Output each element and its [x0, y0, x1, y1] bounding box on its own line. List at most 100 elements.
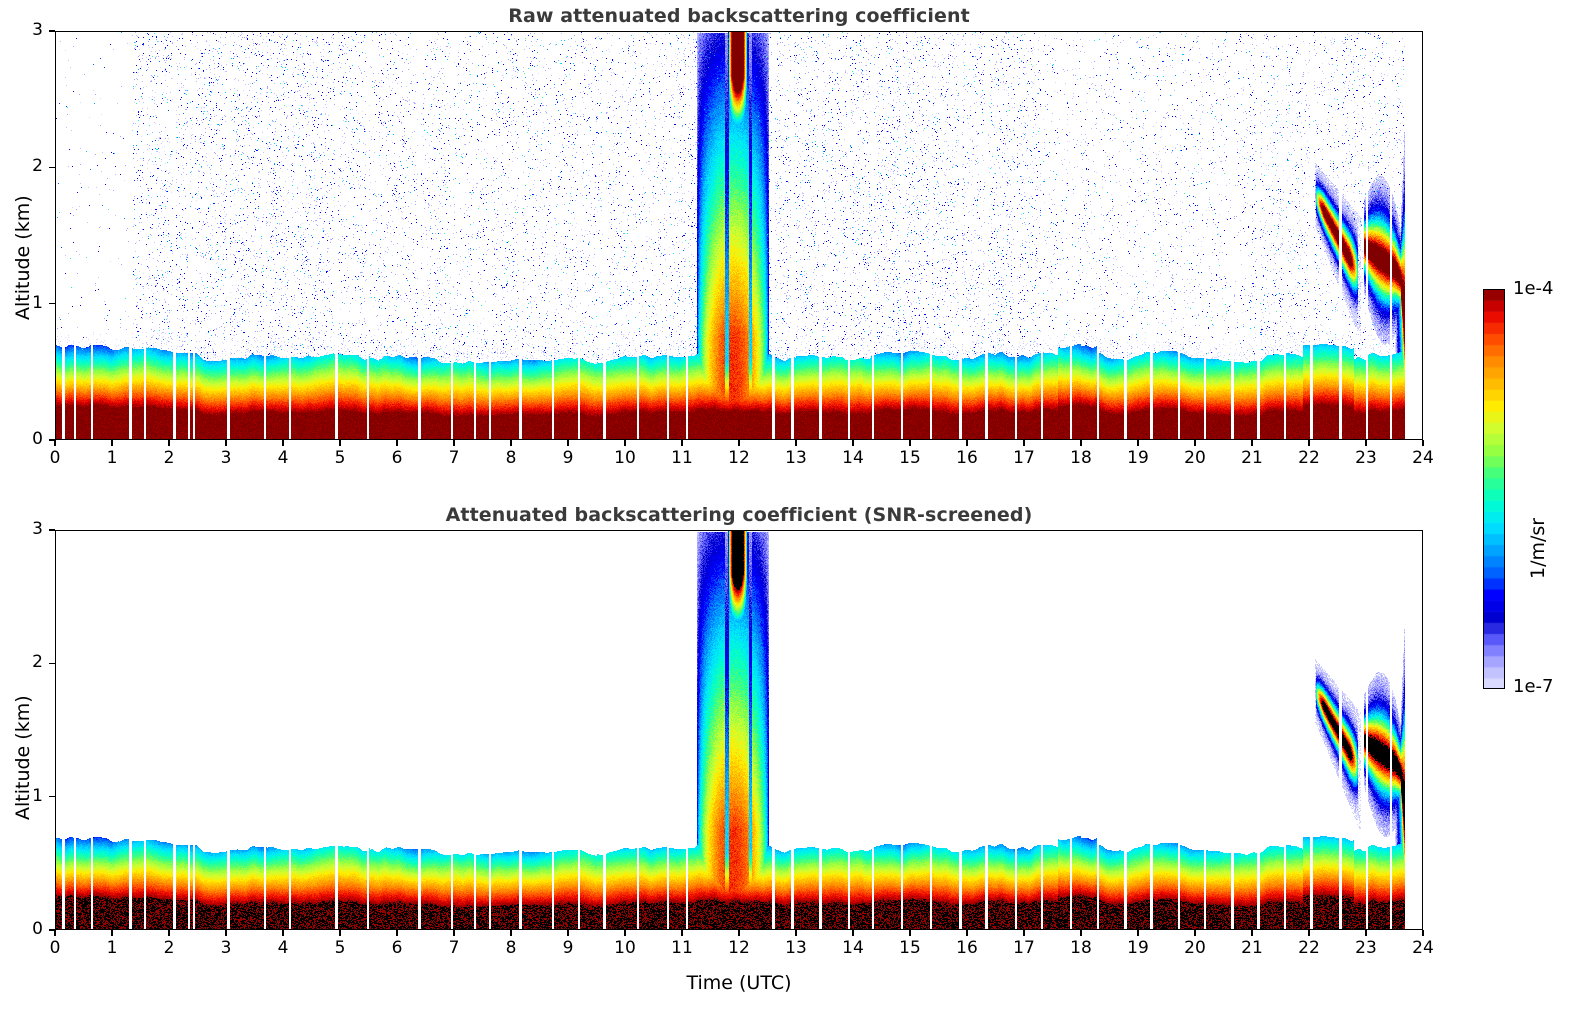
y-tick-mark	[49, 439, 55, 441]
y-tick-label: 1	[32, 292, 43, 313]
y-tick-mark	[49, 929, 55, 931]
x-tick-label: 11	[671, 938, 693, 958]
x-tick-label: 17	[1013, 448, 1035, 468]
x-tick-mark	[1365, 930, 1367, 936]
y-tick-label: 3	[32, 519, 43, 539]
x-tick-mark	[396, 930, 398, 936]
x-tick-label: 16	[956, 938, 978, 958]
x-tick-label: 21	[1241, 938, 1263, 958]
x-tick-label: 6	[391, 938, 403, 958]
x-tick-mark	[1194, 440, 1196, 446]
y-tick-label: 0	[32, 429, 43, 449]
y-tick-label: 2	[32, 652, 43, 673]
colorbar-gradient	[1483, 289, 1505, 689]
x-tick-label: 2	[163, 448, 175, 468]
x-tick-mark	[168, 930, 170, 936]
x-tick-label: 8	[505, 448, 517, 468]
x-tick-mark	[1137, 930, 1139, 936]
x-tick-mark	[624, 930, 626, 936]
y-tick-mark	[49, 795, 55, 798]
x-tick-mark	[681, 440, 683, 446]
x-tick-mark	[738, 930, 740, 936]
x-tick-mark	[453, 930, 455, 936]
x-tick-label: 3	[220, 938, 232, 958]
x-tick-label: 1	[106, 448, 118, 468]
x-tick-mark	[54, 440, 56, 446]
x-tick-label: 0	[49, 938, 61, 958]
x-tick-label: 23	[1355, 448, 1377, 468]
x-tick-label: 19	[1127, 448, 1149, 468]
x-tick-label: 1	[106, 938, 118, 958]
x-tick-mark	[453, 440, 455, 446]
y-tick-mark	[49, 30, 55, 32]
y-tick-label: 3	[32, 20, 43, 40]
x-tick-mark	[1137, 440, 1139, 446]
x-tick-label: 22	[1298, 448, 1320, 468]
x-tick-label: 3	[220, 448, 232, 468]
x-tick-mark	[1251, 930, 1253, 936]
x-tick-label: 21	[1241, 448, 1263, 468]
x-tick-mark	[1023, 440, 1025, 446]
x-tick-mark	[510, 440, 512, 446]
x-tick-mark	[1080, 440, 1082, 446]
colorbar-border	[1483, 289, 1505, 689]
x-tick-label: 18	[1070, 938, 1092, 958]
x-tick-label: 7	[448, 938, 460, 958]
x-tick-mark	[510, 930, 512, 936]
x-tick-label: 13	[785, 938, 807, 958]
x-tick-mark	[225, 930, 227, 936]
heatmap-raw	[56, 32, 1422, 439]
x-tick-mark	[1308, 930, 1310, 936]
x-tick-mark	[168, 440, 170, 446]
heatmap-screened	[56, 531, 1422, 929]
x-tick-mark	[966, 930, 968, 936]
x-tick-label: 20	[1184, 448, 1206, 468]
x-tick-mark	[567, 930, 569, 936]
x-tick-mark	[111, 440, 113, 446]
y-tick-label: 0	[32, 919, 43, 939]
x-tick-label: 7	[448, 448, 460, 468]
x-tick-mark	[1194, 930, 1196, 936]
x-tick-label: 5	[334, 938, 346, 958]
x-tick-mark	[852, 440, 854, 446]
x-tick-mark	[738, 440, 740, 446]
x-tick-label: 4	[277, 938, 289, 958]
y-tick-label: 2	[32, 156, 43, 177]
y-tick-mark	[49, 529, 55, 531]
x-tick-mark	[966, 440, 968, 446]
x-tick-label: 15	[899, 938, 921, 958]
x-tick-mark	[339, 930, 341, 936]
x-tick-mark	[1422, 440, 1424, 446]
x-tick-mark	[1365, 440, 1367, 446]
x-tick-label: 5	[334, 448, 346, 468]
x-tick-mark	[1080, 930, 1082, 936]
x-tick-mark	[1422, 930, 1424, 936]
x-tick-mark	[795, 440, 797, 446]
x-tick-label: 10	[614, 938, 636, 958]
x-tick-label: 18	[1070, 448, 1092, 468]
x-tick-label: 9	[562, 938, 574, 958]
x-tick-mark	[795, 930, 797, 936]
x-axis-title: Time (UTC)	[686, 972, 792, 994]
x-tick-label: 8	[505, 938, 517, 958]
x-tick-mark	[909, 930, 911, 936]
x-tick-label: 14	[842, 938, 864, 958]
x-tick-mark	[624, 440, 626, 446]
x-tick-label: 19	[1127, 938, 1149, 958]
x-tick-label: 9	[562, 448, 574, 468]
x-tick-label: 10	[614, 448, 636, 468]
x-tick-label: 15	[899, 448, 921, 468]
y-tick-mark	[49, 166, 55, 169]
x-tick-mark	[396, 440, 398, 446]
x-tick-label: 12	[728, 448, 750, 468]
x-tick-mark	[225, 440, 227, 446]
colorbar-unit-label: 1/m/sr	[1527, 517, 1549, 579]
x-tick-mark	[852, 930, 854, 936]
x-tick-label: 24	[1412, 938, 1434, 958]
x-tick-mark	[1308, 440, 1310, 446]
x-tick-mark	[1023, 930, 1025, 936]
x-tick-label: 0	[49, 448, 61, 468]
panel-title-raw: Raw attenuated backscattering coefficien…	[508, 5, 970, 27]
x-tick-mark	[54, 930, 56, 936]
